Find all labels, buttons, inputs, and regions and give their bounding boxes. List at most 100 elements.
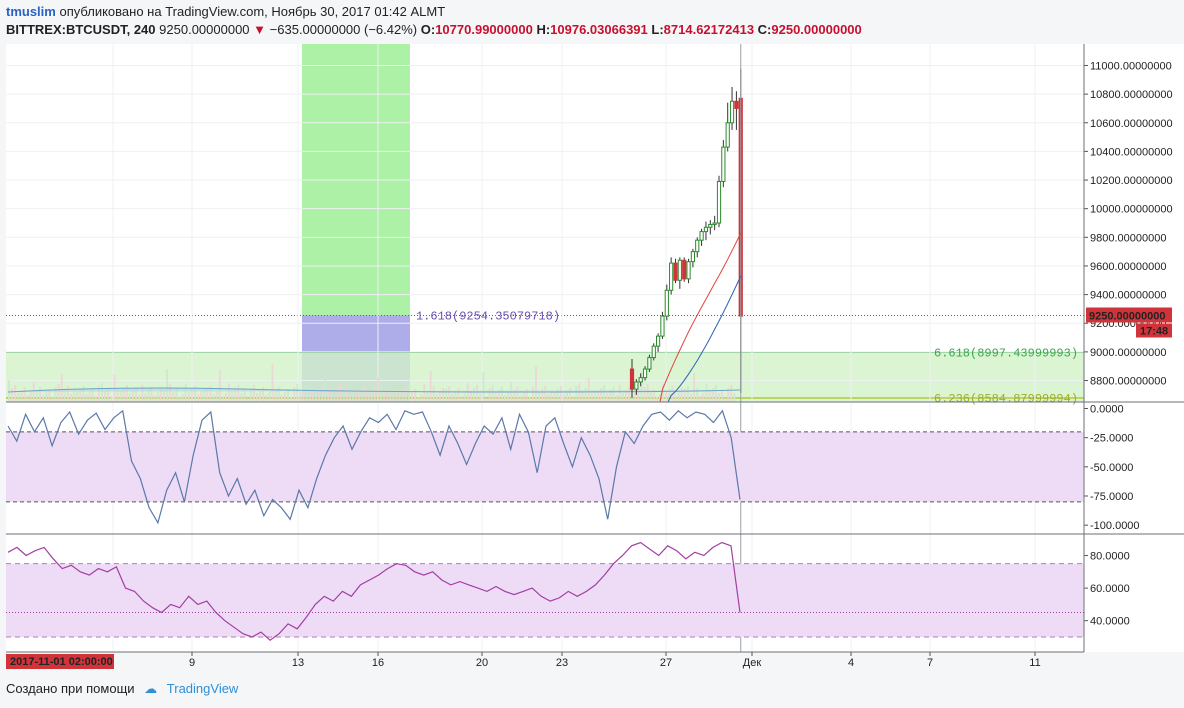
volume-bar bbox=[231, 391, 234, 402]
volume-bar bbox=[42, 395, 45, 402]
candle-body bbox=[629, 368, 635, 390]
volume-bar bbox=[553, 392, 556, 402]
volume-bar bbox=[448, 386, 451, 402]
volume-bar bbox=[544, 386, 547, 402]
volume-bar bbox=[727, 388, 730, 402]
volume-bar bbox=[314, 392, 317, 402]
volume-bar bbox=[631, 395, 634, 402]
publish-info: tmuslim опубликовано на TradingView.com,… bbox=[6, 4, 445, 19]
time-tick-label: 27 bbox=[660, 657, 672, 669]
last-price-badge bbox=[1086, 307, 1172, 323]
close-label: C: bbox=[757, 22, 772, 37]
volume-bar bbox=[135, 387, 138, 402]
volume-bar bbox=[547, 394, 550, 402]
volume-bar bbox=[392, 395, 395, 402]
volume-bar bbox=[479, 393, 482, 402]
volume-bar bbox=[674, 394, 677, 402]
high-value: 10976.03066391 bbox=[550, 22, 648, 37]
wr-tick-label: -50.0000 bbox=[1090, 462, 1133, 474]
volume-bar bbox=[404, 387, 407, 402]
candle-body bbox=[729, 100, 735, 124]
ma-slow-line bbox=[667, 275, 742, 403]
volume-bar bbox=[141, 385, 144, 402]
volume-bar bbox=[215, 391, 218, 402]
candle-body bbox=[660, 315, 665, 337]
time-tick-label: 4 bbox=[848, 657, 854, 669]
volume-bar bbox=[48, 389, 51, 402]
rsi-band bbox=[6, 563, 1084, 637]
volume-bar bbox=[336, 386, 339, 402]
volume-bar bbox=[705, 383, 708, 402]
volume-bar bbox=[401, 390, 404, 402]
volume-bar bbox=[659, 394, 661, 402]
candle-body bbox=[647, 357, 652, 370]
volume-bar bbox=[491, 385, 494, 402]
low-label: L: bbox=[651, 22, 664, 37]
volume-bar bbox=[39, 387, 41, 402]
volume-bar bbox=[66, 386, 69, 402]
volume-bar bbox=[358, 391, 361, 402]
volume-bar bbox=[717, 393, 720, 402]
volume-bar bbox=[128, 393, 131, 402]
volume-bar bbox=[169, 384, 172, 402]
plot-background bbox=[6, 44, 1084, 652]
volume-bar bbox=[119, 391, 122, 402]
volume-bar bbox=[488, 388, 491, 402]
volume-bar bbox=[575, 386, 578, 402]
volume-bar bbox=[23, 387, 26, 402]
tradingview-brand[interactable]: TradingView bbox=[166, 681, 239, 696]
volume-bar bbox=[79, 389, 82, 402]
volume-bar bbox=[519, 395, 522, 402]
price-tick-label: 9600.00000000 bbox=[1090, 261, 1166, 273]
volume-bar bbox=[460, 396, 463, 402]
volume-bar bbox=[203, 388, 206, 402]
candle-body bbox=[673, 262, 678, 281]
author-link[interactable]: tmuslim bbox=[6, 4, 56, 19]
volume-bar bbox=[45, 392, 48, 402]
volume-bar bbox=[702, 393, 705, 402]
volume-bar bbox=[144, 393, 147, 402]
volume-bar bbox=[445, 389, 448, 402]
volume-bar bbox=[234, 388, 237, 402]
volume-bar bbox=[20, 390, 23, 402]
volume-ma bbox=[7, 387, 741, 393]
candle-body bbox=[712, 222, 717, 225]
open-value: 10770.99000000 bbox=[435, 22, 533, 37]
volume-bar bbox=[116, 390, 119, 402]
open-label: O: bbox=[420, 22, 436, 37]
volume-bar bbox=[541, 389, 544, 402]
candle-body bbox=[638, 377, 643, 383]
volume-bar bbox=[132, 390, 134, 402]
tradingview-logo-icon[interactable]: ☁ bbox=[144, 681, 158, 696]
down-arrow-icon: ▼ bbox=[253, 22, 267, 37]
volume-bar bbox=[321, 386, 324, 402]
volume-bar bbox=[714, 385, 717, 402]
volume-bar bbox=[507, 392, 510, 402]
volume-bar bbox=[268, 392, 271, 402]
volume-bar bbox=[451, 394, 454, 402]
volume-bar bbox=[370, 390, 373, 402]
volume-bar bbox=[11, 388, 14, 402]
volume-bar bbox=[624, 390, 627, 402]
volume-bar bbox=[159, 389, 162, 402]
price-tick-label: 10400.00000000 bbox=[1090, 146, 1173, 158]
volume-bar bbox=[640, 372, 643, 402]
candle-body bbox=[716, 180, 722, 224]
price-tick-label: 10000.00000000 bbox=[1090, 204, 1173, 216]
date-badge-label: 2017-11-01 02:00:00 bbox=[10, 656, 113, 668]
volume-bar bbox=[63, 389, 66, 402]
time-tick-label: 7 bbox=[927, 657, 933, 669]
rsi-tick-label: 60.0000 bbox=[1090, 583, 1130, 595]
volume-bar bbox=[262, 387, 265, 402]
volume-bar bbox=[107, 388, 110, 402]
volume-bar bbox=[35, 390, 38, 402]
volume-bar bbox=[724, 398, 727, 402]
volume-bar bbox=[243, 390, 246, 402]
wr-tick-label: -75.0000 bbox=[1090, 491, 1133, 503]
volume-bar bbox=[237, 385, 240, 402]
volume-bar bbox=[373, 387, 376, 402]
volume-bar bbox=[454, 391, 457, 402]
volume-bar bbox=[504, 395, 506, 402]
volume-bar bbox=[708, 391, 711, 402]
